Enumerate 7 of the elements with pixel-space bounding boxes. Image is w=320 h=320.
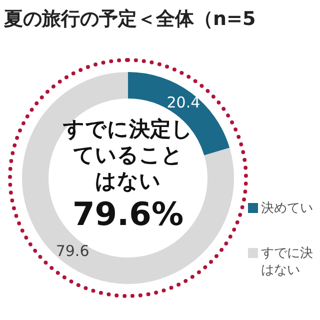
data-label: 20.4	[166, 94, 200, 112]
data-label: 79.6	[56, 242, 90, 260]
legend-label: 決めてい	[261, 200, 314, 217]
text: 79.6%	[71, 194, 184, 234]
legend-label: すでに決はない	[261, 245, 314, 279]
text: すでに決定していることはない	[63, 116, 193, 194]
chart-title: 夏の旅行の予定＜全体（n=5	[4, 7, 256, 32]
